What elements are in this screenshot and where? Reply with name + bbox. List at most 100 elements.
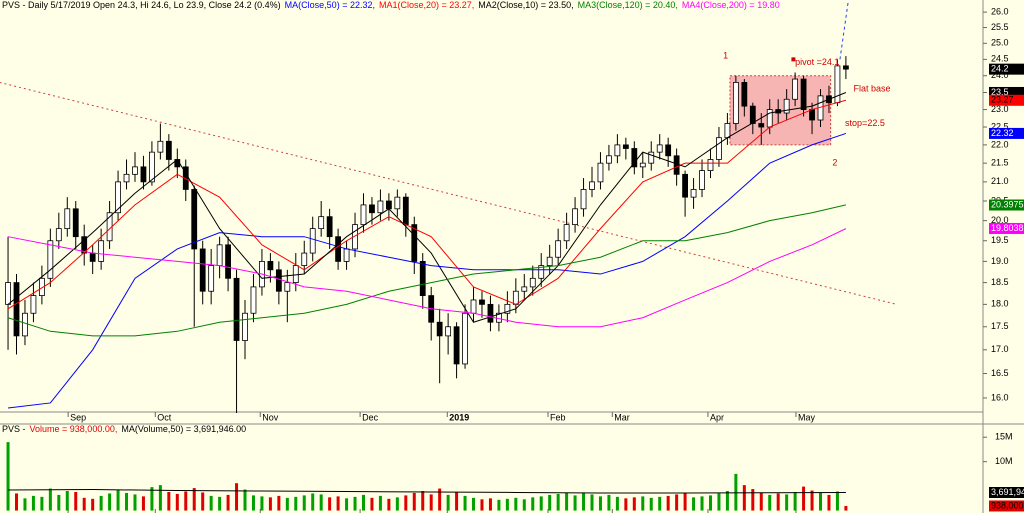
annotation: 2 [832,158,837,168]
volume-bar [793,491,797,511]
last-value-box [989,199,1024,211]
candle-body [538,265,545,279]
last-value-label: 23.27 [991,95,1014,105]
moving-average [7,204,847,337]
volume-bar [514,497,518,511]
candle-body [724,123,731,139]
volume-bar [641,496,645,511]
candle-body [512,290,519,305]
candle-body [352,224,358,250]
volume-bar [116,490,120,511]
header-title: PVS - Daily 5/17/2019 Open 24.3, Hi 24.6… [2,0,281,10]
candle-body [89,252,96,262]
volume-bar [649,497,653,511]
candle-body [445,326,452,337]
volume-bar [141,496,145,511]
volume-bar [74,491,78,511]
candle-body [462,312,468,365]
candle-body [639,162,646,168]
candle-body [309,228,316,254]
candle-body [606,155,612,164]
volume-bar [802,486,806,511]
y-tick-label: 15M [995,432,1013,442]
volume-bar [336,496,340,511]
volume-bar [82,497,86,511]
annotation: pivot =24.1 [795,57,839,67]
candle-body [597,162,604,183]
candle-body [758,123,765,128]
annotation: 1 [723,50,728,60]
candle-body [402,196,409,226]
candle-body [64,208,71,230]
candle-body [504,303,511,314]
volume-bar [158,485,162,511]
candle-body [487,303,494,323]
last-value-box [989,500,1024,512]
y-tick-label: 23.0 [991,104,1009,114]
candle-body [30,295,37,314]
volume-bar [294,496,298,511]
volume-bar [311,493,315,511]
volume-bar [243,489,247,511]
trendline [0,81,897,305]
volume-bar [319,494,323,511]
candle-body [233,277,240,341]
candle-body [301,252,308,266]
candle-body [690,189,697,198]
volume-bar [700,496,704,511]
candle-body [682,173,688,198]
x-tick-label: Nov [262,412,279,422]
volume-bar [708,495,712,511]
x-tick-label: Feb [550,412,566,422]
y-tick-label: 17.0 [991,344,1009,354]
candle-body [13,282,20,337]
volume-bar [827,494,831,511]
y-tick-label: 18.0 [991,299,1009,309]
volume-bar [268,497,272,511]
y-tick-label: 25.5 [991,22,1009,32]
y-tick-label: 17.5 [991,321,1009,331]
volume-bar [565,492,569,511]
volume-bar [277,495,281,511]
last-value-box [989,63,1024,75]
volume-bar [497,499,501,511]
candle-body [47,240,54,279]
last-value-label: 24.2 [991,64,1009,74]
volume-bar [48,488,52,511]
volume-bar [15,493,19,511]
volume-bar [57,494,61,511]
volume-bar [446,494,450,511]
candle-body [716,137,722,160]
trendline [839,0,849,60]
volume-bar [717,493,721,511]
candle-body [242,312,248,341]
candle-body [132,166,138,175]
legend-entry: MA2(Close,10) = 23.50, [478,0,573,10]
candle-body [673,155,680,175]
last-value-box [989,94,1024,106]
volume-bar [590,494,594,511]
y-tick-label: 18.5 [991,277,1009,287]
volume-bar [167,491,171,511]
candle-body [318,216,325,230]
volume-bar [480,499,484,511]
y-tick-label: 24.5 [991,54,1009,64]
volume-bar [108,493,112,511]
volume-bar [387,498,391,511]
last-value-box [989,222,1024,234]
volume-bar [235,483,239,511]
volume-bar [23,498,27,511]
legend-entry: MA3(Close,120) = 20.40, [578,0,678,10]
header: PVS - Daily 5/17/2019 Open 24.3, Hi 24.6… [2,0,780,10]
candle-body [656,144,663,153]
candle-body [470,299,477,314]
last-value-box [989,127,1024,139]
volume-bar [658,496,662,511]
candle-body [766,109,773,128]
y-tick-label: 22.5 [991,121,1009,131]
volume-bar [40,496,44,511]
y-tick-label: 19.5 [991,235,1009,245]
volume-bar [421,491,425,511]
